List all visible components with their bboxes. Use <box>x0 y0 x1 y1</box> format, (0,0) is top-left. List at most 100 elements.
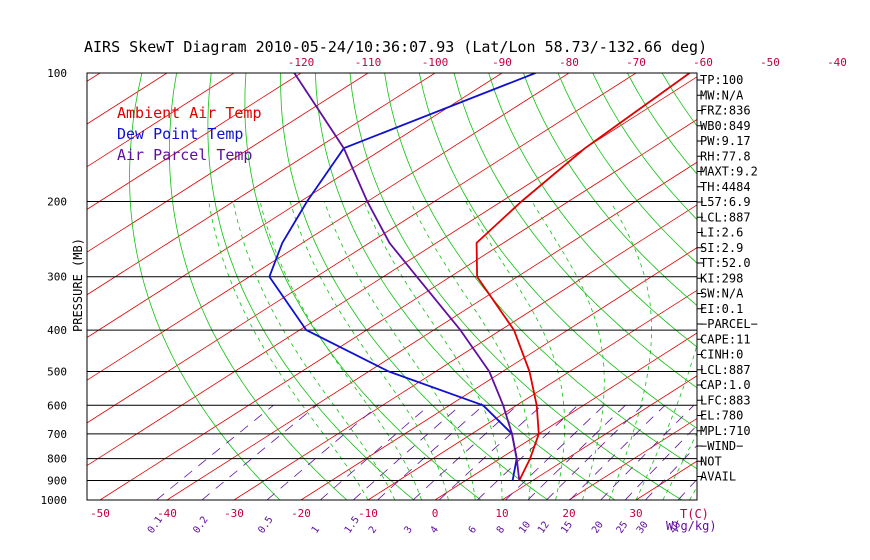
y-axis-label: PRESSURE (MB) <box>71 238 85 332</box>
dry-adiabat-line <box>453 73 697 389</box>
index-label: KI:298 <box>700 271 743 285</box>
pressure-tick-label: 800 <box>47 453 67 466</box>
isotherm-line <box>166 161 697 500</box>
legend-entry: Air Parcel Temp <box>117 146 252 164</box>
bottom-temp-tick-label: 20 <box>562 507 575 520</box>
index-label: CINH:0 <box>700 348 743 362</box>
index-label: L57:6.9 <box>700 195 751 209</box>
top-temp-tick-label: -50 <box>760 56 780 69</box>
bottom-temp-tick-label: -30 <box>224 507 244 520</box>
mixing-ratio-tick-label: 20 <box>590 520 606 536</box>
index-label: WB0:849 <box>700 119 751 133</box>
dry-adiabat-line <box>523 73 697 306</box>
mixing-ratio-tick-label: 4 <box>429 524 441 535</box>
index-label: RH:77.8 <box>700 149 751 163</box>
plot-frame <box>86 72 698 501</box>
mixing-ratio-tick-label: 12 <box>536 520 552 536</box>
top-temp-tick-label: -80 <box>559 56 579 69</box>
bottom-temp-tick-label: -10 <box>358 507 378 520</box>
index-label: −PARCEL− <box>700 317 758 331</box>
dry-adiabat-line <box>661 73 697 127</box>
dry-adiabat-line <box>488 73 697 348</box>
top-temp-tick-label: -70 <box>626 56 646 69</box>
top-temp-tick-label: -90 <box>492 56 512 69</box>
pressure-tick-label: 100 <box>47 67 67 80</box>
moist-adiabat-line <box>363 201 503 500</box>
bottom-temp-tick-label: 10 <box>495 507 508 520</box>
mixing-ratio-tick-label: 6 <box>467 524 479 535</box>
index-label: LCL:887 <box>700 363 751 377</box>
bottom-temp-tick-label: -20 <box>291 507 311 520</box>
index-label: TT:52.0 <box>700 256 751 270</box>
moist-adiabat-line <box>259 201 422 500</box>
mixing-ratio-line <box>569 405 666 500</box>
series-line <box>475 73 691 481</box>
index-label: CAPE:11 <box>700 332 751 346</box>
dry-adiabat-line <box>384 73 697 470</box>
isotherm-line <box>87 73 637 424</box>
mixing-ratio-tick-label: 15 <box>559 520 575 536</box>
top-temp-tick-label: -120 <box>288 56 315 69</box>
bottom-temperature-ticks: -50 -40 -30 -20 -10 0 10 20 30 <box>90 507 643 520</box>
dry-adiabat-line <box>129 73 281 500</box>
isotherm-line <box>87 73 369 253</box>
mixing-ratio-tick-label: 30 <box>635 520 651 536</box>
isotherm-line <box>501 375 697 500</box>
mixing-ratio-tick-label: 2 <box>367 524 379 535</box>
index-label: PW:9.17 <box>700 134 751 148</box>
moist-adiabat-line <box>608 201 652 500</box>
dry-adiabat-line <box>244 73 482 500</box>
mixing-ratio-tick-label: 10 <box>517 520 533 536</box>
index-label: TP:100 <box>700 73 743 87</box>
chart-title: AIRS SkewT Diagram 2010-05-24/10:36:07.9… <box>84 38 707 56</box>
isotherm-line <box>300 247 697 500</box>
top-temp-tick-label: -110 <box>355 56 382 69</box>
dry-adiabat-line <box>557 73 697 264</box>
isotherm-line <box>434 332 697 500</box>
dry-adiabat-line <box>766 73 870 500</box>
background-grid <box>0 73 870 500</box>
index-label: SW:N/A <box>700 287 744 301</box>
isotherm-line <box>233 204 697 500</box>
index-label: LI:2.6 <box>700 226 743 240</box>
moist-adiabat-line <box>208 201 369 500</box>
index-label: FRZ:836 <box>700 104 751 118</box>
moist-adiabat-line <box>635 201 697 500</box>
mixing-ratio-line <box>377 405 484 500</box>
index-label: CAP:1.0 <box>700 378 751 392</box>
dry-adiabat-line <box>731 73 870 500</box>
pressure-ticks: 100 200 300 400 500 600 700 800 900 1000 <box>41 67 68 507</box>
index-label: SI:2.9 <box>700 241 743 255</box>
mixing-ratio-tick-label: 1 <box>310 524 322 535</box>
index-label: LCL:887 <box>700 210 751 224</box>
dry-adiabat-line <box>314 73 616 500</box>
index-label: EI:0.1 <box>700 302 743 316</box>
dry-adiabat-line <box>280 73 549 500</box>
mixing-ratio-tick-label: 0.2 <box>191 515 210 536</box>
dry-adiabat-line <box>836 73 870 500</box>
pressure-tick-label: 1000 <box>41 494 68 507</box>
bottom-temp-tick-label: -40 <box>157 507 177 520</box>
top-temp-tick-label: -60 <box>693 56 713 69</box>
dry-adiabat-line <box>418 73 697 429</box>
pressure-tick-label: 600 <box>47 399 67 412</box>
pressure-tick-label: 300 <box>47 271 67 284</box>
index-label: AVAIL <box>700 470 736 484</box>
dry-adiabat-line <box>168 73 348 500</box>
series-line <box>293 73 521 481</box>
isotherm-line <box>0 73 33 500</box>
isotherm-line <box>87 73 436 296</box>
isotherm-line <box>99 119 697 500</box>
index-label: MPL:710 <box>700 424 751 438</box>
top-temp-tick-label: -100 <box>422 56 449 69</box>
isotherm-line <box>87 73 570 381</box>
legend-entry: Dew Point Temp <box>117 125 243 143</box>
x-axis-label: T(C) <box>680 507 709 521</box>
mixing-ratio-tick-label: 3 <box>402 524 414 535</box>
pressure-tick-label: 900 <box>47 474 67 487</box>
index-label: LFC:883 <box>700 393 751 407</box>
mixing-ratio-line <box>201 404 317 500</box>
mixing-ratio-tick-label: 8 <box>495 524 507 535</box>
